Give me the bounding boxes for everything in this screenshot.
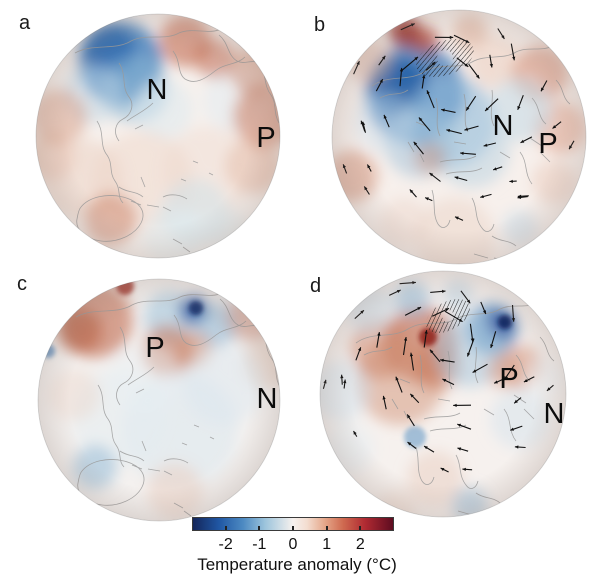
- ocean-label-N: N: [493, 110, 514, 142]
- globe-a: NP: [35, 13, 281, 259]
- ocean-label-P: P: [145, 332, 164, 364]
- colorbar-tick-label: 1: [322, 536, 332, 553]
- ocean-label-N: N: [544, 398, 565, 430]
- colorbar-tick-label: 0: [288, 536, 298, 553]
- ocean-label-P: P: [538, 128, 557, 160]
- globe-c: PN: [37, 278, 281, 522]
- ocean-label-N: N: [147, 74, 168, 106]
- globe-b: NP: [331, 9, 587, 265]
- globe-d: PN: [319, 270, 567, 518]
- panel-label-d: d: [310, 275, 322, 297]
- colorbar-tick-label: -2: [218, 536, 233, 553]
- panel-label-a: a: [19, 12, 31, 34]
- panel-label-b: b: [314, 14, 326, 36]
- ocean-label-P: P: [499, 363, 518, 395]
- ocean-label-N: N: [257, 383, 278, 415]
- colorbar-title: Temperature anomaly (°C): [197, 555, 397, 574]
- colorbar-tick-label: 2: [355, 536, 365, 553]
- colorbar-tick-label: -1: [252, 536, 267, 553]
- panel-label-c: c: [17, 273, 27, 295]
- ocean-label-P: P: [256, 122, 275, 154]
